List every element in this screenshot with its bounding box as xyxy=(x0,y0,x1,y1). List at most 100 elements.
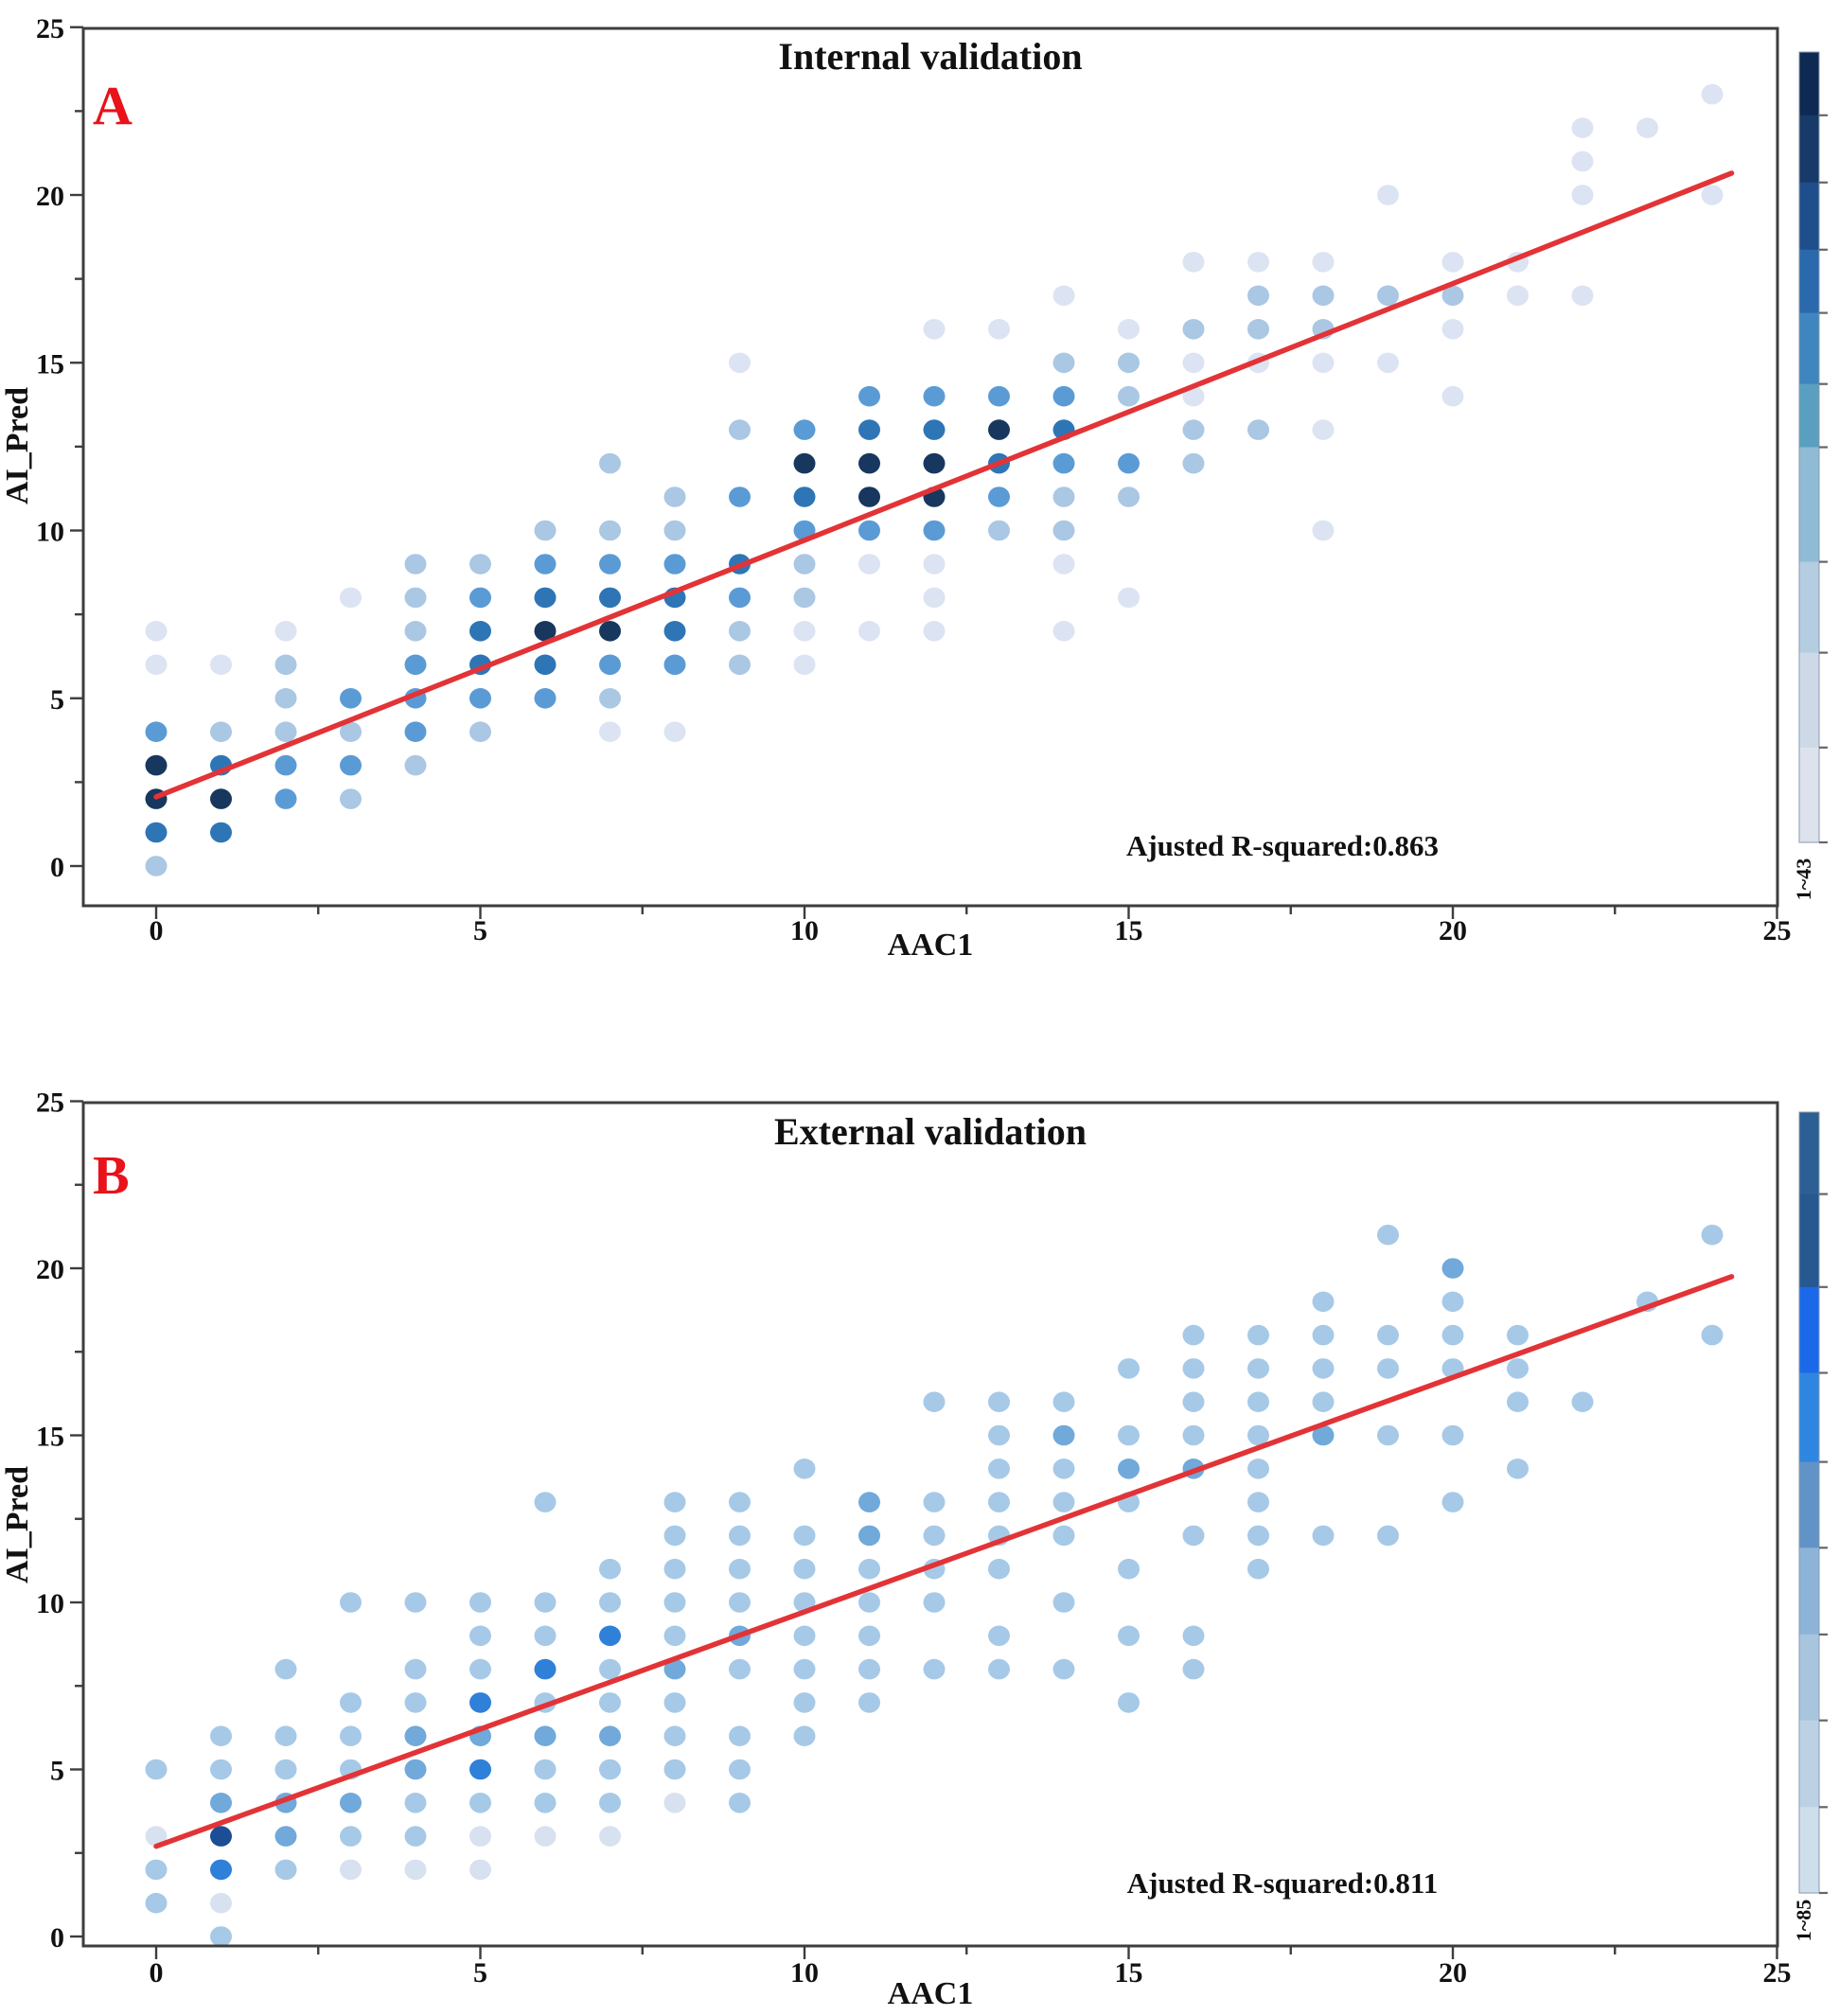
data-point xyxy=(1118,385,1140,407)
colorbar-segment xyxy=(1799,1461,1819,1548)
colorbar-segment xyxy=(1799,115,1819,184)
data-point xyxy=(274,1759,297,1780)
data-point xyxy=(274,688,297,709)
data-point xyxy=(404,721,427,742)
data-point xyxy=(534,520,557,541)
data-point xyxy=(1312,520,1335,541)
colorbar-segment xyxy=(1799,652,1819,749)
data-point xyxy=(729,587,751,609)
colorbar-segment xyxy=(1799,1372,1819,1463)
data-point xyxy=(599,452,621,474)
data-point xyxy=(145,822,168,843)
data-point xyxy=(793,1459,816,1479)
data-point xyxy=(1118,1625,1140,1647)
panel-b-x-tick-label: 5 xyxy=(473,1957,487,1989)
data-point xyxy=(1377,352,1399,374)
colorbar-segment xyxy=(1799,249,1819,314)
data-point xyxy=(793,654,816,676)
data-point xyxy=(404,554,427,575)
data-point xyxy=(1052,1459,1075,1479)
panel-b-x-tick-label: 10 xyxy=(790,1957,819,1989)
data-point xyxy=(1118,486,1140,507)
panel-a-y-tick-label: 5 xyxy=(50,684,64,716)
data-point xyxy=(729,352,751,374)
data-point xyxy=(1052,285,1075,307)
data-point xyxy=(274,621,297,642)
data-point xyxy=(1701,1224,1724,1246)
data-point xyxy=(469,1592,491,1613)
panel-a-y-tick-label: 10 xyxy=(36,517,64,548)
data-point xyxy=(210,654,232,676)
data-point xyxy=(1312,419,1335,440)
data-point xyxy=(1182,1324,1205,1346)
data-point xyxy=(793,1525,816,1547)
colorbar-segment xyxy=(1799,312,1819,385)
data-point xyxy=(599,1592,621,1613)
data-point xyxy=(1377,1324,1399,1346)
data-point xyxy=(145,856,168,876)
data-point xyxy=(1377,1424,1399,1446)
data-point xyxy=(663,554,686,575)
data-point xyxy=(1052,1492,1075,1512)
data-point xyxy=(923,1592,946,1613)
panel-a-label: A xyxy=(93,75,133,136)
panel-b-annotation: Ajusted R-squared:0.811 xyxy=(1126,1866,1439,1900)
data-point xyxy=(1441,1324,1464,1346)
data-point xyxy=(274,654,297,676)
panel-a-points xyxy=(145,83,1724,876)
data-point xyxy=(1118,452,1140,474)
panel-b-x-tick-label: 25 xyxy=(1763,1957,1792,1989)
panel-b-colorbar-label: 1~85 xyxy=(1792,1899,1815,1942)
panel-a-x-tick-label: 5 xyxy=(473,915,487,946)
data-point xyxy=(469,1793,491,1813)
data-point xyxy=(1118,352,1140,374)
data-point xyxy=(858,1625,880,1647)
colorbar-outline xyxy=(1798,1111,1820,1894)
panel-b-y-tick-label: 15 xyxy=(36,1422,64,1453)
data-point xyxy=(469,1859,491,1881)
data-point xyxy=(145,1826,168,1847)
colorbar-segment xyxy=(1799,383,1819,449)
data-point xyxy=(923,520,946,541)
data-point xyxy=(599,1692,621,1713)
data-point xyxy=(1441,252,1464,273)
data-point xyxy=(858,1558,880,1580)
data-point xyxy=(404,1658,427,1680)
data-point xyxy=(923,1525,946,1547)
colorbar-segment xyxy=(1799,447,1819,563)
data-point xyxy=(210,721,232,742)
data-point xyxy=(1052,1424,1075,1446)
data-point xyxy=(858,486,880,507)
data-point xyxy=(145,754,168,776)
data-point xyxy=(1247,1525,1269,1547)
data-point xyxy=(599,1759,621,1780)
data-point xyxy=(923,419,946,440)
colorbar-segment xyxy=(1799,52,1819,116)
data-point xyxy=(469,688,491,709)
data-point xyxy=(404,1859,427,1881)
data-point xyxy=(1182,252,1205,273)
data-point xyxy=(274,788,297,809)
data-point xyxy=(1118,1358,1140,1379)
data-point xyxy=(988,1558,1010,1580)
data-point xyxy=(1507,1324,1529,1346)
data-point xyxy=(210,1759,232,1780)
data-point xyxy=(1247,285,1269,307)
colorbar-segment xyxy=(1799,1807,1819,1894)
data-point xyxy=(793,587,816,609)
data-point xyxy=(404,587,427,609)
data-point xyxy=(858,419,880,440)
data-point xyxy=(1571,285,1594,307)
panel-b-y-tick-label: 10 xyxy=(36,1588,64,1619)
data-point xyxy=(793,1625,816,1647)
data-point xyxy=(793,419,816,440)
data-point xyxy=(340,721,362,742)
data-point xyxy=(988,419,1010,440)
data-point xyxy=(923,452,946,474)
data-point xyxy=(340,587,362,609)
data-point xyxy=(1377,285,1399,307)
data-point xyxy=(858,1492,880,1512)
panel-a-annotation: Ajusted R-squared:0.863 xyxy=(1125,829,1440,862)
data-point xyxy=(404,1692,427,1713)
data-point xyxy=(729,1725,751,1746)
